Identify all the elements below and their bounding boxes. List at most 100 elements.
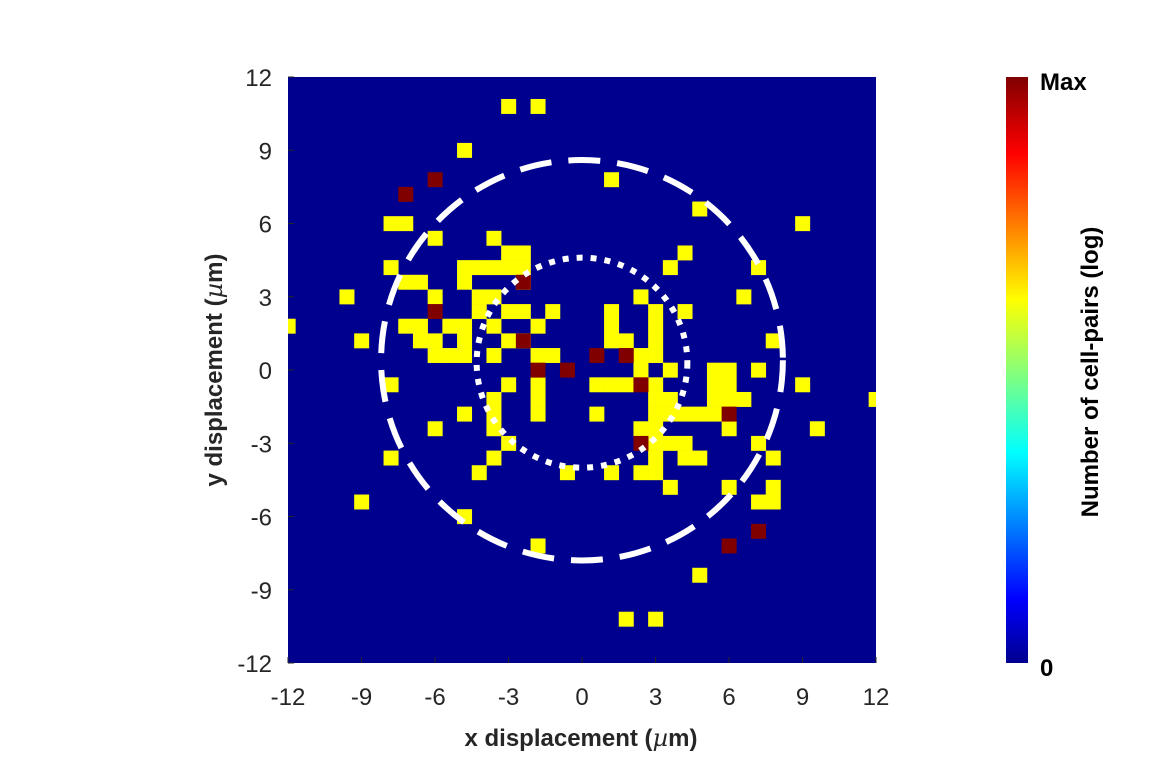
heatmap-cell-high	[633, 435, 649, 451]
heatmap-cell-low	[442, 348, 458, 363]
dashed-circle	[378, 157, 786, 564]
heatmap-cell-low	[530, 377, 546, 393]
heatmap-cell-low	[501, 98, 517, 114]
heatmap-cell-low	[633, 421, 649, 437]
heatmap-cell-low	[633, 465, 649, 481]
heatmap-cell-low	[486, 391, 502, 407]
heatmap-cell-low	[383, 216, 399, 232]
heatmap-cell-low	[471, 260, 487, 276]
heatmap-cell-low	[486, 348, 502, 363]
heatmap-cell-low	[706, 391, 722, 407]
y-tick-label: 0	[259, 358, 272, 385]
heatmap-cell-low	[354, 333, 370, 349]
heatmap-cell-low	[427, 421, 443, 437]
x-tick-label: 6	[722, 684, 735, 711]
plot-area	[288, 77, 876, 663]
heatmap-cell-low	[398, 274, 414, 290]
plot-background	[288, 77, 876, 663]
heatmap-cell-low	[721, 391, 737, 407]
heatmap-cell-high	[589, 348, 605, 363]
y-tick-label: 3	[259, 285, 272, 312]
heatmap-cell-low	[412, 274, 428, 290]
x-tick-label: 9	[796, 684, 809, 711]
x-tick-label: 12	[863, 684, 890, 711]
x-tick-label: -3	[498, 684, 519, 711]
heatmap-cell-low	[648, 348, 664, 363]
heatmap-cell-low	[677, 406, 693, 422]
reference-circles	[378, 157, 786, 564]
heatmap-cell-low	[648, 377, 664, 393]
heatmap-cell-low	[530, 538, 546, 554]
heatmap-cell-low	[706, 377, 722, 393]
heatmap-cell-low	[677, 304, 693, 320]
dotted-circle	[473, 254, 691, 471]
y-tick-label: -9	[251, 578, 272, 605]
heatmap-cell-low	[677, 245, 693, 261]
x-axis-label: x displacement (µm)	[464, 724, 697, 752]
x-tick-label: 0	[575, 684, 588, 711]
heatmap-cell-low	[339, 289, 355, 305]
heatmap-cell-low	[457, 406, 473, 422]
heatmap-cell-low	[692, 406, 708, 422]
heatmap-cell-high	[721, 406, 737, 422]
heatmap-cell-low	[412, 318, 428, 334]
heatmap-cell-low	[471, 289, 487, 305]
heatmap-cell-low	[662, 260, 678, 276]
heatmap-cell-low	[721, 377, 737, 393]
heatmap-cell-low	[501, 245, 517, 261]
heatmap-cell-low	[751, 435, 767, 451]
heatmap-cell-low	[471, 304, 487, 320]
heatmap-cell-high	[559, 362, 575, 378]
heatmap-cell-low	[633, 289, 649, 305]
heatmap-cell-low	[589, 377, 605, 393]
heatmap-cell-low	[383, 260, 399, 276]
heatmap-cell-low	[457, 274, 473, 290]
heatmap-cell-low	[618, 333, 634, 349]
colorbar: Max 0 Number of cell-pairs (log)	[1006, 69, 1104, 682]
heatmap-cell-low	[648, 611, 664, 627]
heatmap-cell-low	[795, 377, 811, 393]
heatmap-cell-low	[809, 421, 825, 437]
heatmap-cell-low	[736, 289, 752, 305]
heatmap-cell-low	[604, 465, 620, 481]
heatmap-cell-low	[765, 494, 781, 510]
heatmap-cell-low	[648, 435, 664, 451]
heatmap-cell-low	[457, 333, 473, 349]
heatmap-cell-high	[751, 523, 767, 539]
heatmap-cell-low	[486, 421, 502, 437]
heatmap-cell-low	[486, 260, 502, 276]
heatmap-cell-high	[721, 538, 737, 554]
heatmap-cell-low	[736, 391, 752, 407]
heatmap-cell-low	[398, 216, 414, 232]
x-tick-label: 3	[649, 684, 662, 711]
heatmap-cell-low	[751, 362, 767, 378]
heatmap-cell-high	[530, 362, 546, 378]
heatmap-cell-low	[648, 318, 664, 334]
heatmap-cell-low	[530, 348, 546, 363]
heatmap-cell-low	[589, 406, 605, 422]
x-axis-ticks: -12 -9 -6 -3 0 3 6 9 12	[271, 657, 890, 711]
heatmap-cell-low	[662, 479, 678, 495]
heatmap-cell-low	[765, 333, 781, 349]
heatmap-cell-low	[677, 450, 693, 466]
heatmap-cell-low	[486, 406, 502, 422]
heatmap-cell-low	[692, 450, 708, 466]
heatmap-cell-low	[692, 201, 708, 217]
heatmap-cell-low	[751, 494, 767, 510]
heatmap-cell-low	[398, 318, 414, 334]
heatmap-cell-low	[662, 391, 678, 407]
heatmap-cell-low	[662, 362, 678, 378]
heatmap-cell-low	[706, 362, 722, 378]
y-tick-label: 6	[259, 212, 272, 239]
heatmap-cell-low	[471, 465, 487, 481]
heatmap-cell-low	[515, 245, 531, 261]
heatmap-cell-high	[633, 377, 649, 393]
heatmap-cell-low	[383, 377, 399, 393]
heatmap-cell-low	[648, 333, 664, 349]
heatmap-cell-low	[633, 348, 649, 363]
x-tick-label: -6	[424, 684, 445, 711]
heatmap-cell-low	[692, 567, 708, 583]
y-tick-label: -6	[251, 505, 272, 532]
heatmap-cell-low	[545, 348, 561, 363]
heatmap-cell-low	[427, 230, 443, 246]
